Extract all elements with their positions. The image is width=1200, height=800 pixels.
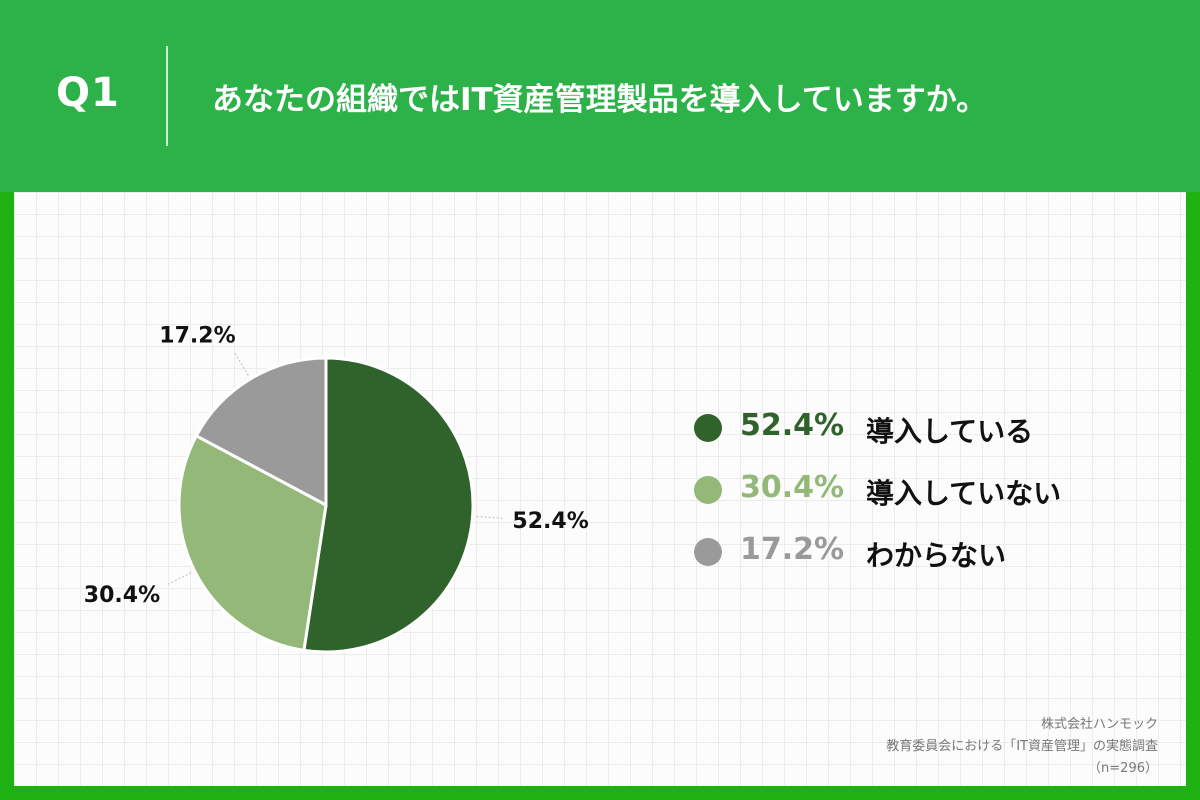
pie-label-unknown: 17.2% [159,323,235,348]
legend-dot-installed [694,414,722,442]
legend-label-installed: 導入している [866,415,1034,448]
legend-label-not-installed: 導入していない [866,477,1062,510]
source-sample-size: （n=296） [1088,761,1158,776]
question-title: あなたの組織ではIT資産管理製品を導入していますか。 [212,82,988,118]
legend-dot-unknown [694,538,722,566]
pie-chart: 52.4% 30.4% 17.2% [14,192,654,786]
header-divider [166,46,168,146]
question-number: Q1 [56,70,120,116]
pie-slice-installed [302,356,475,654]
leader-line-unknown [234,352,249,376]
pie-label-not-installed: 30.4% [84,583,160,608]
source-note: 株式会社ハンモック 教育委員会における「IT資産管理」の実態調査 （n=296） [886,714,1158,780]
pie-slice-unknown [194,356,328,508]
pie-svg: 52.4% 30.4% 17.2% [84,323,589,654]
legend-label-unknown: わからない [866,539,1007,572]
pie-slice-not-installed [177,433,328,653]
legend-value-not-installed: 30.4% [740,470,845,505]
source-survey: 教育委員会における「IT資産管理」の実態調査 [886,739,1158,754]
source-company: 株式会社ハンモック [1040,717,1158,732]
chart-panel: 52.4% 30.4% 17.2% 52.4% 導入している 30.4% 導入してい… [14,192,1186,786]
leader-line-installed [476,515,503,519]
legend-dot-not-installed [694,476,722,504]
leader-line-not-installed [167,572,192,585]
header-banner: Q1 あなたの組織ではIT資産管理製品を導入していますか。 [0,0,1200,192]
pie-label-installed: 52.4% [512,509,588,534]
legend-value-unknown: 17.2% [740,532,845,567]
legend-value-installed: 52.4% [740,408,845,443]
